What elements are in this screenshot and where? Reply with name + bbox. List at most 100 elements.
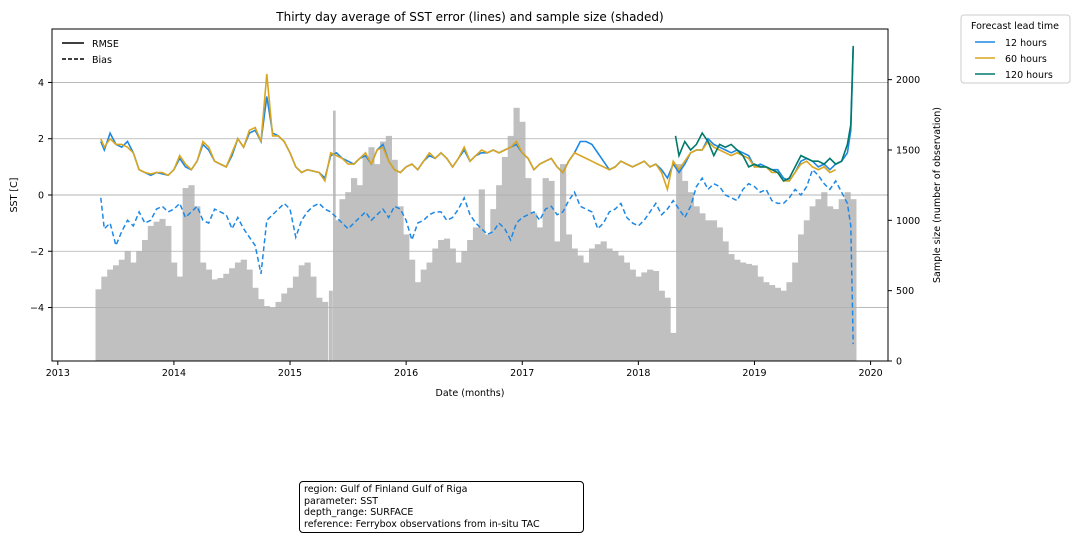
sample-size-bar — [513, 107, 520, 361]
metadata-box: region: Gulf of Finland Gulf of Riga par… — [299, 481, 584, 533]
sample-size-bar — [821, 192, 828, 361]
sample-size-bar — [635, 276, 642, 361]
sample-size-bar — [780, 290, 787, 361]
grid-lines — [52, 82, 888, 308]
sample-size-bar — [229, 268, 236, 361]
sample-size-bar — [577, 255, 584, 361]
sample-size-bar — [333, 220, 340, 361]
x-axis-label: Date (months) — [436, 388, 505, 399]
x-tick-label: 2020 — [858, 368, 882, 379]
sample-size-bar — [716, 227, 723, 361]
sample-size-bar — [397, 206, 404, 361]
sample-size-bar — [118, 259, 125, 361]
y2-tick-label: 500 — [896, 286, 914, 297]
sample-size-bar — [414, 282, 421, 361]
sample-size-bar — [182, 188, 189, 361]
x-tick-label: 2014 — [162, 368, 186, 379]
info-depth-range: depth_range: SURFACE — [304, 507, 414, 518]
legend-60h-label: 60 hours — [1005, 54, 1047, 65]
sample-size-bar — [676, 164, 683, 361]
legend-rmse-label: RMSE — [92, 39, 119, 50]
sample-size-bar — [252, 287, 259, 361]
sample-size-bar — [281, 293, 288, 361]
x-tick-label: 2017 — [510, 368, 534, 379]
info-region: region: Gulf of Finland Gulf of Riga — [304, 484, 468, 495]
y-tick-label: 4 — [38, 78, 44, 89]
sample-size-bar — [815, 199, 822, 361]
sample-size-bar — [769, 285, 776, 361]
lead-time-legend-title: Forecast lead time — [971, 21, 1059, 32]
sample-size-bar — [205, 269, 212, 361]
sample-size-bar — [803, 220, 810, 361]
sample-size-bar — [472, 227, 480, 361]
sample-size-bar — [565, 234, 572, 361]
sample-size-bar — [542, 178, 549, 361]
sample-size-bar — [589, 248, 596, 361]
y-tick-label: 2 — [38, 134, 44, 145]
sample-size-bar — [844, 192, 851, 361]
sample-size-bar — [443, 238, 451, 361]
sample-size-bar — [751, 265, 758, 361]
y-tick-label: −2 — [30, 247, 44, 258]
sample-size-bar — [693, 206, 700, 361]
legend-120h-label: 120 hours — [1005, 70, 1053, 81]
y2-tick-label: 2000 — [896, 75, 920, 86]
sample-size-bar — [571, 248, 578, 361]
sample-size-bar — [368, 147, 375, 361]
sample-size-bar — [275, 301, 282, 361]
x-tick-label: 2019 — [742, 368, 766, 379]
sample-size-bar — [153, 221, 160, 361]
sample-size-bar — [798, 234, 805, 361]
sample-size-bar — [745, 263, 752, 361]
sample-size-bar — [374, 164, 381, 361]
y-tick-label: −4 — [30, 303, 44, 314]
sample-size-bar — [403, 234, 410, 361]
sample-size-bar — [200, 262, 207, 361]
sample-size-bar — [484, 234, 491, 361]
x-tick-label: 2016 — [394, 368, 418, 379]
sample-size-bar — [560, 164, 567, 361]
sample-size-bar — [95, 289, 102, 361]
y2-axis-label: Sample size (number of observation) — [932, 107, 943, 283]
sample-size-bar — [362, 157, 369, 361]
sample-size-bar — [699, 213, 706, 361]
sample-size-bar — [147, 225, 154, 361]
sample-size-bar — [223, 273, 230, 361]
sample-size-bar — [188, 185, 195, 361]
sample-size-bar — [774, 287, 781, 361]
sample-size-bar — [356, 185, 363, 361]
sample-size-bar — [612, 251, 619, 361]
sample-size-bar — [763, 282, 770, 361]
sample-size-bar — [240, 259, 247, 361]
sample-size-bar — [478, 189, 485, 361]
sample-size-bar — [583, 262, 590, 361]
chart-title: Thirty day average of SST error (lines) … — [275, 10, 663, 24]
sample-size-bar — [786, 282, 793, 361]
sample-size-bar — [531, 213, 538, 361]
legend-12h-label: 12 hours — [1005, 38, 1047, 49]
sample-size-bar — [501, 157, 509, 361]
lead-time-legend: Forecast lead time 12 hours 60 hours 120… — [960, 14, 1071, 84]
sample-size-bar — [519, 121, 526, 361]
y2-tick-label: 0 — [896, 357, 902, 368]
sample-size-bar — [606, 248, 613, 361]
sample-size-bar — [339, 199, 346, 361]
sample-size-bar — [345, 192, 352, 361]
x-tick-label: 2018 — [626, 368, 650, 379]
sample-size-bar — [658, 290, 665, 361]
sample-size-bar — [113, 265, 120, 361]
sample-size-bar — [740, 262, 747, 361]
sample-size-bar — [246, 269, 253, 361]
legend-bias-label: Bias — [92, 55, 112, 66]
bias-line — [100, 168, 854, 345]
sample-size-bar — [641, 272, 648, 361]
sample-size-bar — [757, 276, 764, 361]
sample-size-bar — [124, 251, 131, 361]
sample-size-bars — [95, 107, 857, 361]
sample-size-bar — [664, 297, 671, 361]
sample-size-bar — [710, 220, 718, 361]
sample-size-bar — [687, 192, 694, 361]
series-lines — [100, 45, 854, 345]
sample-size-bar — [176, 276, 183, 361]
